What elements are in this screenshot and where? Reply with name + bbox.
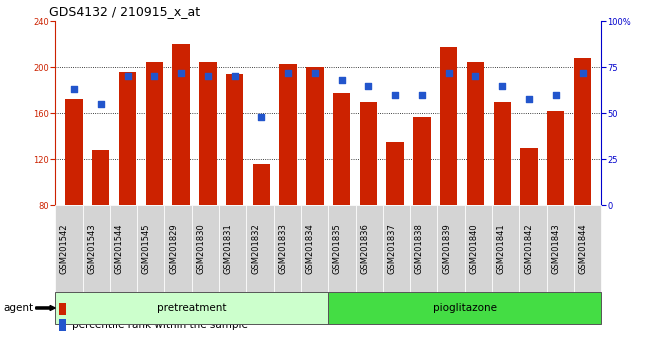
Bar (253, 164, 270, 297)
Point (363, 83, 374, 88)
Point (309, 70, 320, 76)
Text: GSM201841: GSM201841 (497, 223, 506, 274)
Point (176, 70, 187, 76)
Point (551, 92, 561, 98)
Point (122, 74, 133, 79)
Text: GSM201844: GSM201844 (578, 223, 588, 274)
Point (256, 114, 266, 120)
Text: GSM201835: GSM201835 (333, 223, 342, 274)
Text: agent: agent (3, 303, 33, 313)
Text: percentile rank within the sample: percentile rank within the sample (72, 320, 248, 330)
Point (96, 101, 106, 107)
Bar (413, 117, 431, 297)
Text: GSM201829: GSM201829 (169, 223, 178, 274)
Bar (520, 148, 538, 297)
Bar (547, 111, 564, 297)
Point (470, 74, 480, 79)
Text: GSM201837: GSM201837 (387, 223, 396, 274)
Bar (280, 64, 297, 297)
Point (69, 86, 79, 92)
Text: GSM201831: GSM201831 (224, 223, 233, 274)
Text: GSM201834: GSM201834 (306, 223, 315, 274)
Text: GSM201843: GSM201843 (551, 223, 560, 274)
Point (229, 74, 240, 79)
Text: GDS4132 / 210915_x_at: GDS4132 / 210915_x_at (49, 5, 200, 18)
Text: pretreatment: pretreatment (157, 303, 226, 313)
Text: GSM201543: GSM201543 (87, 223, 96, 274)
Text: GSM201842: GSM201842 (524, 223, 533, 274)
Point (337, 77, 347, 83)
Text: GSM201544: GSM201544 (114, 223, 124, 274)
Bar (574, 58, 592, 297)
Point (443, 70, 454, 76)
Point (283, 70, 293, 76)
Bar (199, 62, 216, 297)
Text: GSM201542: GSM201542 (60, 223, 69, 274)
Bar (333, 93, 350, 297)
Bar (226, 74, 243, 297)
Bar (440, 47, 458, 297)
Bar (387, 142, 404, 297)
Text: count: count (72, 304, 101, 314)
Point (417, 92, 427, 98)
Text: GSM201545: GSM201545 (142, 223, 151, 274)
Text: GSM201832: GSM201832 (251, 223, 260, 274)
Point (390, 92, 400, 98)
Point (524, 96, 534, 101)
Bar (146, 62, 163, 297)
Text: GSM201836: GSM201836 (360, 223, 369, 274)
Bar (493, 102, 511, 297)
Point (149, 74, 159, 79)
Text: pioglitazone: pioglitazone (433, 303, 497, 313)
Text: GSM201830: GSM201830 (196, 223, 205, 274)
Text: GSM201840: GSM201840 (469, 223, 478, 274)
Point (577, 70, 588, 76)
Bar (92, 150, 109, 297)
Point (497, 83, 508, 88)
Text: GSM201838: GSM201838 (415, 223, 424, 274)
Text: GSM201833: GSM201833 (278, 223, 287, 274)
Bar (306, 67, 324, 297)
Bar (172, 44, 190, 297)
Point (203, 74, 213, 79)
Bar (119, 72, 136, 297)
Bar (467, 62, 484, 297)
Bar (65, 99, 83, 297)
Bar (359, 102, 377, 297)
Text: GSM201839: GSM201839 (442, 223, 451, 274)
